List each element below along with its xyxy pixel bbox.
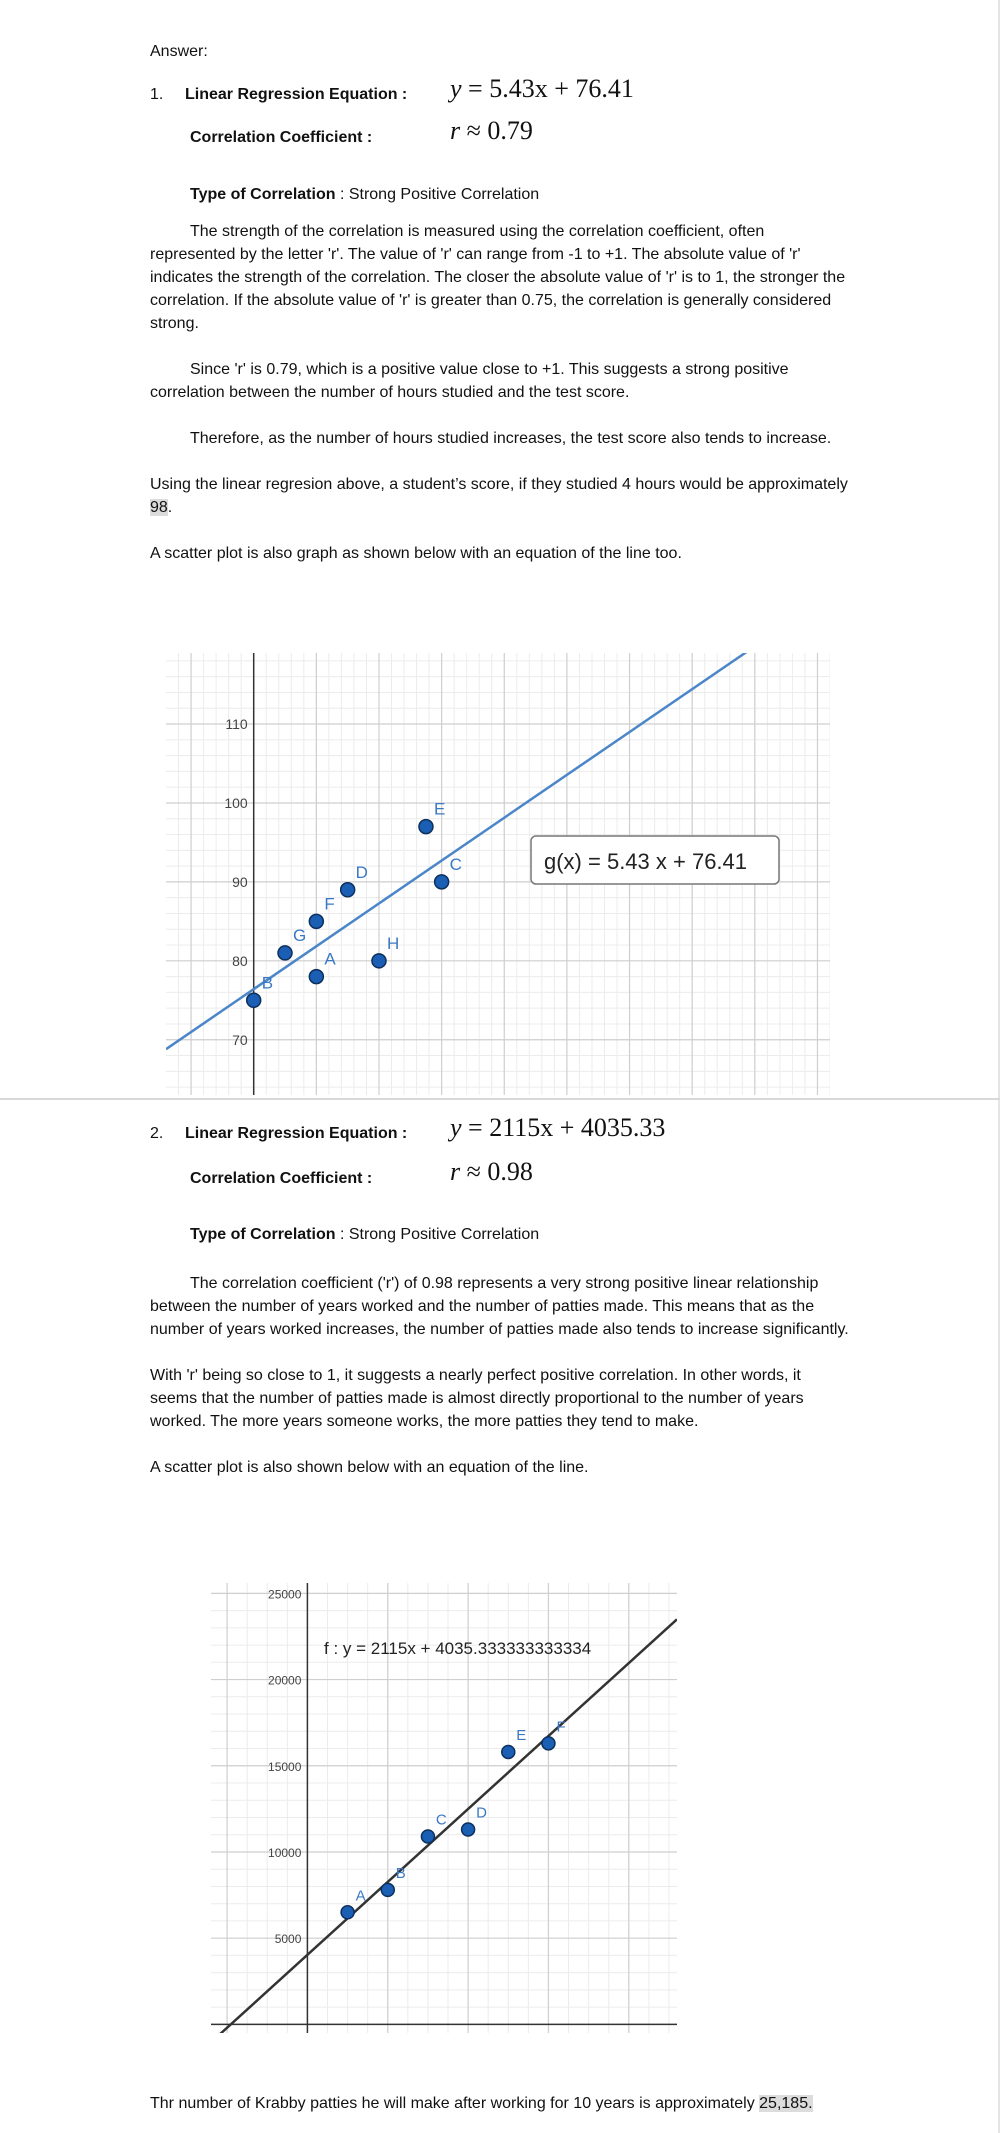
point-label-H: H <box>387 934 399 953</box>
q1-regression-equation: y = 5.43x + 76.41 <box>450 74 634 104</box>
y-tick-label: 70 <box>232 1032 248 1048</box>
y-tick-label: 20000 <box>268 1674 302 1688</box>
q1-para5: A scatter plot is also graph as shown be… <box>150 545 682 562</box>
y-tick-label: 15000 <box>268 1760 302 1774</box>
q1-number: 1. <box>150 86 164 103</box>
regression-line <box>219 1618 677 2033</box>
q2-type: Type of Correlation : Strong Positive Co… <box>190 1223 539 1246</box>
point-label-C: C <box>436 1811 447 1828</box>
q1-corr-label: Correlation Coefficient : <box>190 129 373 146</box>
data-point-A <box>308 968 325 985</box>
eq-lhs: r <box>450 1157 461 1186</box>
data-point-F <box>308 913 325 930</box>
q1-corr-equation: r ≈ 0.79 <box>450 116 533 146</box>
scatter-chart-1: 70 80 90 100 110 A B C D E FG Hg(x) = 5.43 x + 76.4… <box>166 653 830 1095</box>
type-label: Type of Correlation <box>190 1226 336 1243</box>
q1-answer-value: 98 <box>150 499 168 516</box>
y-tick-label: 10000 <box>268 1846 302 1860</box>
point-label-D: D <box>476 1805 487 1822</box>
q2-number: 2. <box>150 1125 164 1142</box>
eq-rhs: ≈ 0.98 <box>466 1157 533 1186</box>
data-point-E <box>501 1744 516 1760</box>
q2-corr-equation: r ≈ 0.98 <box>450 1157 533 1187</box>
point-label-C: C <box>450 855 462 874</box>
y-tick-label: 110 <box>225 716 248 732</box>
y-tick-label: 90 <box>232 874 248 890</box>
y-tick-label: 100 <box>224 795 248 811</box>
y-tick-label: 25000 <box>268 1587 302 1601</box>
data-point-F <box>541 1736 556 1751</box>
type-value: : Strong Positive Correlation <box>335 186 540 203</box>
eq-lhs: y <box>450 74 462 103</box>
q2-regression-label: Linear Regression Equation : <box>185 1125 408 1142</box>
type-value: : Strong Positive Correlation <box>335 1226 540 1243</box>
q1-para1: The strength of the correlation is measu… <box>150 223 846 332</box>
data-point-A <box>340 1905 355 1920</box>
q2-para4-text: Thr number of Krabby patties he will mak… <box>150 2095 760 2112</box>
q1-para4: Using the linear regresion above, a stud… <box>150 473 850 519</box>
data-point-E <box>418 818 434 835</box>
data-point-C <box>433 874 450 890</box>
regression-line <box>166 653 748 1051</box>
point-label-D: D <box>356 863 368 882</box>
data-point-D <box>460 1822 476 1837</box>
q2-corr-label: Correlation Coefficient : <box>190 1170 373 1187</box>
equation-box <box>530 835 780 885</box>
page-border <box>998 0 1000 2133</box>
eq-rhs: = 5.43x + 76.41 <box>468 74 634 103</box>
point-label-F: F <box>556 1718 565 1735</box>
point-label-F: F <box>324 894 334 913</box>
data-point-C <box>420 1829 436 1844</box>
eq-lhs: y <box>450 1113 462 1142</box>
q1-para4-end: . <box>167 499 173 516</box>
q1-para4-text: Using the linear regresion above, a stud… <box>150 476 848 493</box>
q2-para1: The correlation coefficient ('r') of 0.9… <box>150 1275 849 1338</box>
eq-lhs: r <box>450 116 461 145</box>
point-label-E: E <box>516 1727 526 1744</box>
equation-label: g(x) = 5.43 x + 76.41 <box>544 849 747 874</box>
type-label: Type of Correlation <box>190 186 336 203</box>
data-point-B <box>380 1882 396 1898</box>
eq-rhs: = 2115x + 4035.33 <box>468 1113 666 1142</box>
point-label-G: G <box>293 926 306 945</box>
point-label-B: B <box>396 1865 406 1882</box>
eq-rhs: ≈ 0.79 <box>466 116 533 145</box>
q2-para3: A scatter plot is also shown below with … <box>150 1459 589 1476</box>
point-label-B: B <box>262 973 273 992</box>
q2-regression-equation: y = 2115x + 4035.33 <box>450 1113 665 1143</box>
q1-regression-label: Linear Regression Equation : <box>185 86 408 103</box>
divider <box>0 1098 1000 1100</box>
data-point-B <box>245 992 262 1009</box>
q1-para3: Therefore, as the number of hours studie… <box>190 430 832 447</box>
q2-conclusion: Thr number of Krabby patties he will mak… <box>150 2092 850 2115</box>
y-tick-label: 5000 <box>275 1932 302 1946</box>
point-label-A: A <box>356 1887 366 1904</box>
point-label-A: A <box>324 950 336 969</box>
q2-para4: Thr number of Krabby patties he will mak… <box>150 2092 850 2115</box>
q2-answer-value: 25,185. <box>759 2095 813 2112</box>
equation-label: f : y = 2115x + 4035.333333333334 <box>324 1639 591 1658</box>
data-point-G <box>277 945 293 961</box>
q2-explanation: The correlation coefficient ('r') of 0.9… <box>150 1272 850 1479</box>
y-tick-label: 80 <box>232 953 248 969</box>
data-point-H <box>371 953 387 969</box>
answer-label: Answer: <box>150 43 208 60</box>
point-label-E: E <box>434 800 445 819</box>
q1-explanation: The strength of the correlation is measu… <box>150 220 850 565</box>
q1-para2: Since 'r' is 0.79, which is a positive v… <box>150 361 789 401</box>
data-point-D <box>339 882 356 898</box>
q1-type: Type of Correlation : Strong Positive Co… <box>190 183 539 206</box>
q2-para2: With 'r' being so close to 1, it suggest… <box>150 1367 804 1430</box>
